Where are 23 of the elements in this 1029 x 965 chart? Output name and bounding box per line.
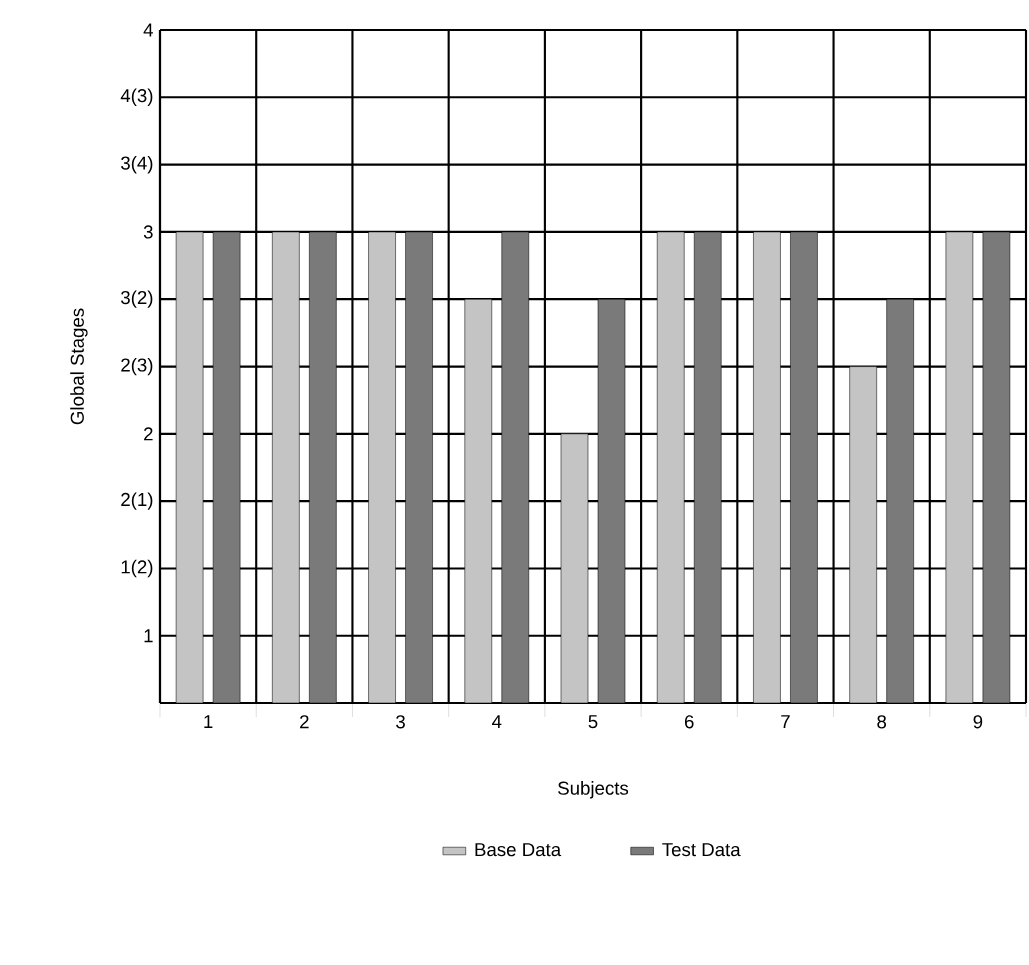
y-tick-label: 2(3) [121,357,153,376]
x-tick-label: 3 [396,715,405,729]
x-tick-label: 4 [492,715,502,729]
y-tick-label: 1 [144,629,153,643]
x-tick-label: 2 [300,715,309,729]
legend-label: Base Data [475,843,562,857]
x-tick-label: 8 [877,715,887,729]
y-tick-label: 2 [144,427,153,441]
y-tick-label: 4 [143,23,153,37]
y-tick-label: 3(2) [121,290,153,308]
y-tick-label: 2(1) [121,492,153,510]
x-tick-label: 5 [588,715,598,729]
y-tick-label: 4(3) [120,88,153,106]
y-tick-label: 3 [143,225,153,239]
y-tick-label: 3(4) [121,155,153,174]
x-tick-label: 9 [973,715,983,729]
x-tick-label: 6 [684,715,694,729]
x-axis-title: Subjects [558,781,629,799]
y-axis-title: Global Stages [70,308,88,425]
y-tick-label: 1(2) [121,559,153,578]
legend-label: Test Data [662,843,741,857]
x-tick-label: 1 [204,715,213,729]
x-tick-label: 7 [781,715,790,729]
